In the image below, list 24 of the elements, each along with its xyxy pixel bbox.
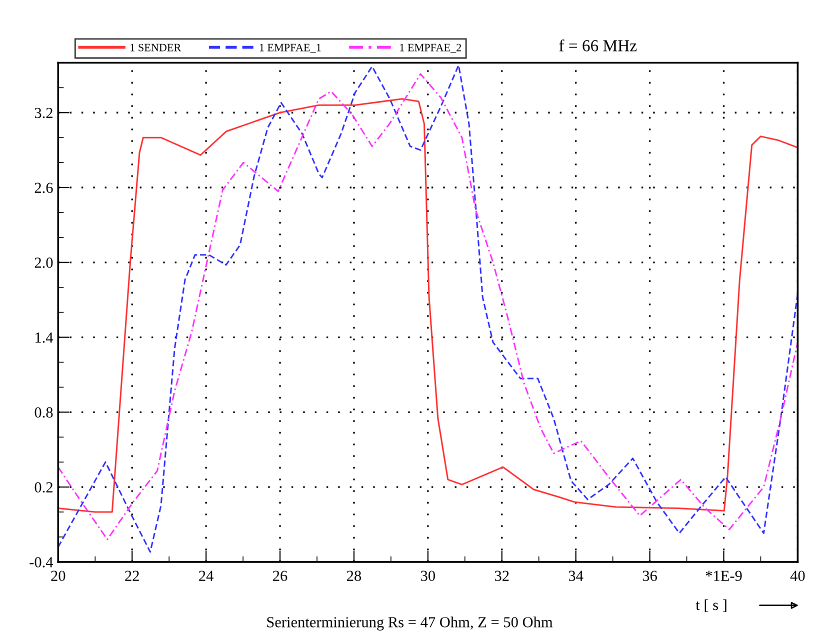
text: Serienterminierung Rs = 47 Ohm, Z = 50 Ohm — [267, 616, 553, 630]
x-tick-label: 26 — [273, 570, 288, 582]
x-tick-label: *1E-9 — [706, 570, 742, 582]
x-tick-label: 34 — [568, 570, 584, 582]
x-tick-label: 36 — [642, 570, 657, 582]
x-tick-label: 24 — [199, 570, 214, 581]
legend-label: 1 SENDER — [130, 44, 182, 52]
y-tick-label: 2.6 — [34, 182, 53, 194]
x-tick-label: 22 — [125, 570, 139, 581]
x-tick-label: 32 — [494, 570, 509, 582]
legend-label: 1 EMPFAE_1 — [260, 44, 321, 53]
y-tick-label: 0.2 — [34, 482, 52, 493]
x-axis-title: t [ s ] — [696, 599, 726, 612]
y-tick-label: -0.4 — [30, 557, 54, 568]
y-tick-label: 3.2 — [34, 108, 52, 118]
x-tick-label: 20 — [51, 570, 66, 582]
x-tick-label: 40 — [790, 570, 805, 582]
y-tick-label: 0.8 — [34, 407, 53, 418]
legend-label: 1 EMPFAE_2 — [400, 44, 462, 53]
text: f = 66 MHz — [559, 39, 637, 52]
y-tick-label: 2.0 — [34, 258, 53, 268]
y-tick-label: 1.4 — [36, 332, 54, 343]
x-tick-label: 28 — [347, 570, 362, 582]
x-tick-label: 30 — [421, 570, 435, 582]
